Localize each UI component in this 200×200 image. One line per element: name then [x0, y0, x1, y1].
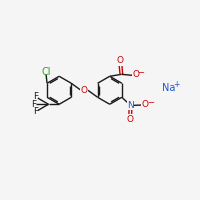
Text: O: O: [117, 56, 124, 65]
Text: Cl: Cl: [41, 67, 51, 77]
Text: O: O: [132, 70, 139, 79]
Text: −: −: [138, 68, 145, 77]
Text: −: −: [147, 98, 154, 107]
Text: N: N: [127, 101, 134, 110]
Text: O: O: [142, 100, 149, 109]
Text: +: +: [173, 80, 180, 89]
Text: F: F: [31, 100, 36, 109]
Text: F: F: [33, 107, 38, 116]
Text: O: O: [81, 86, 88, 95]
Text: Na: Na: [162, 83, 176, 93]
Text: F: F: [33, 92, 38, 101]
Text: O: O: [127, 115, 134, 124]
